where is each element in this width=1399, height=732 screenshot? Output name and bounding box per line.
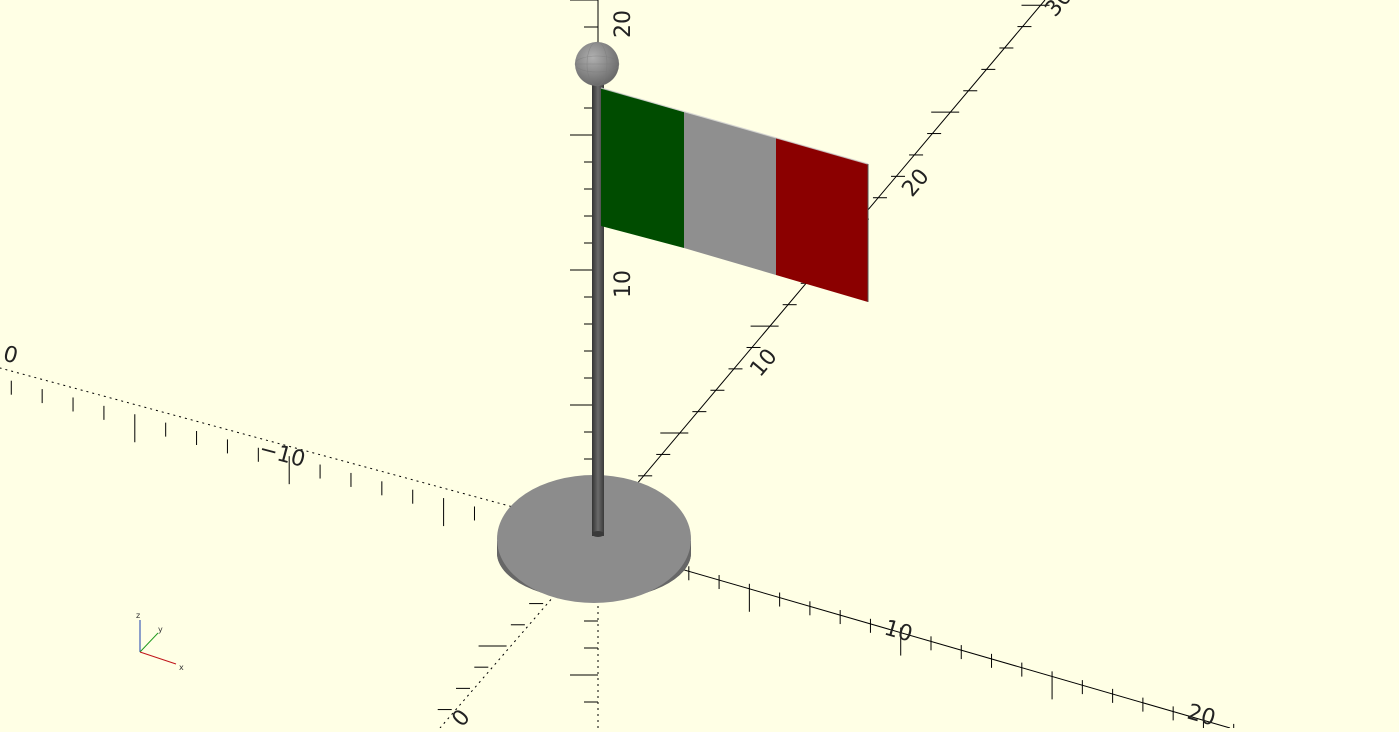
axis-label-y-zero: 0 <box>447 705 475 728</box>
axis-label-y-20: 20 <box>897 164 934 202</box>
base-top <box>497 475 691 603</box>
stripe-green <box>601 88 684 248</box>
gizmo-x-line <box>139 651 177 665</box>
axis-label-z-20: 20 <box>611 10 636 38</box>
gizmo-y-line <box>139 632 159 653</box>
flag-base <box>497 475 691 603</box>
gizmo-z-label: z <box>136 611 140 620</box>
axis-label-x-10: 10 <box>881 616 915 648</box>
axis-label-y-30: 30 <box>1040 0 1077 22</box>
flag-cloth <box>600 87 869 302</box>
stripe-red <box>776 138 868 302</box>
gizmo-y-label: y <box>158 625 163 634</box>
axis-label-x-neg10: −10 <box>256 437 307 473</box>
finial-facets <box>574 41 620 87</box>
axis-orientation-gizmo: z y x <box>136 611 184 672</box>
axis-label-y-10: 10 <box>745 344 782 382</box>
model-flag-on-stand[interactable] <box>497 41 869 603</box>
flag-pole-foot <box>592 531 604 537</box>
axis-label-x-20: 20 <box>1184 700 1218 728</box>
y-axis-negative <box>439 544 599 729</box>
x-axis-positive <box>597 544 1231 729</box>
stripe-white <box>684 112 776 275</box>
axis-label-z-10: 10 <box>611 270 636 298</box>
flag-top-edge <box>600 87 869 165</box>
x-axis-negative <box>0 367 599 531</box>
axis-label-x-zero: 0 <box>0 342 20 370</box>
gizmo-x-label: x <box>179 663 184 672</box>
